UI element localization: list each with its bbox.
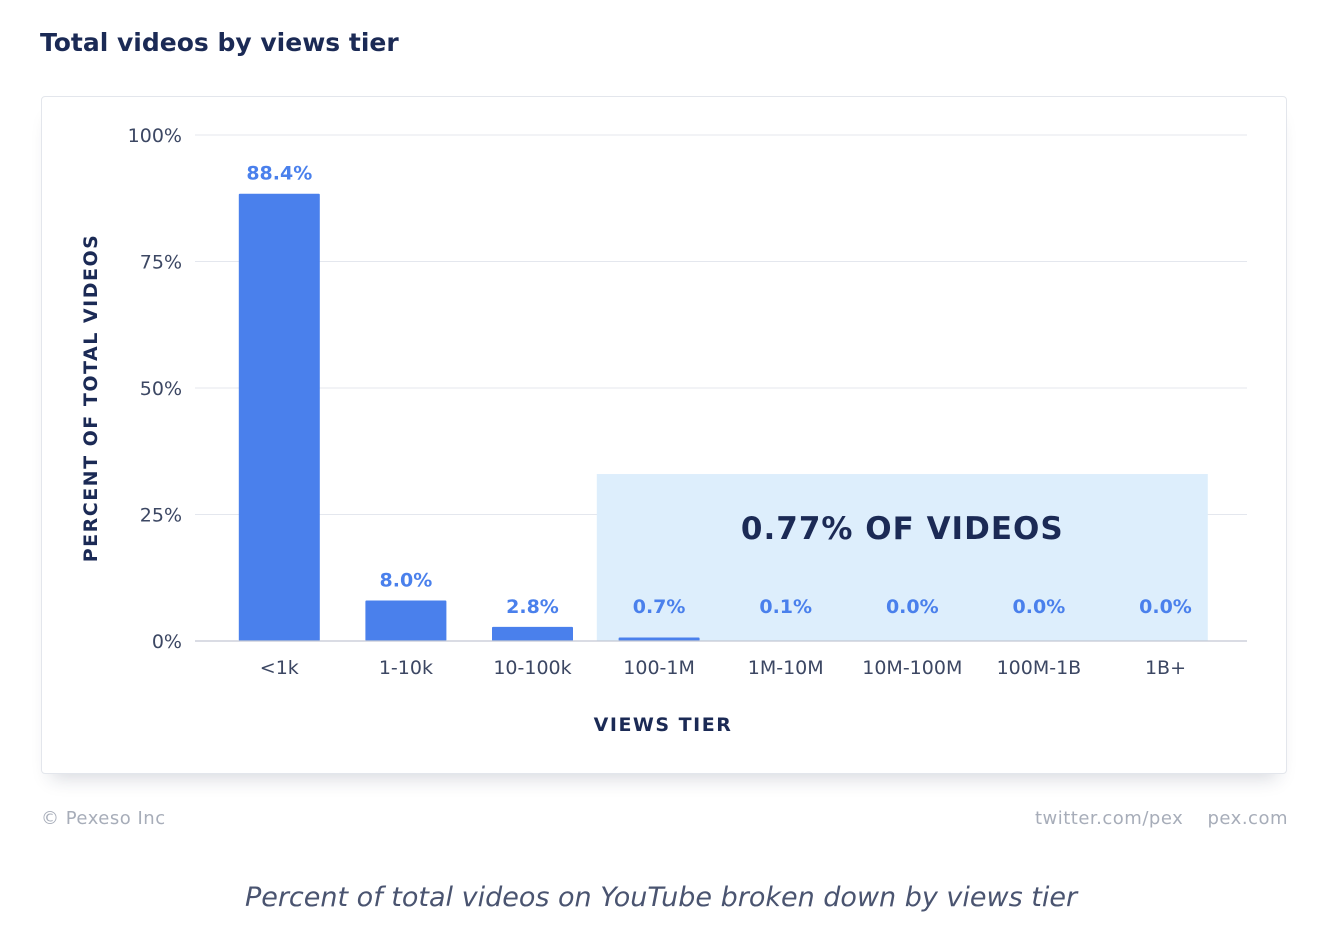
x-tick-label: 100M-1B (997, 657, 1082, 679)
x-tick-label: 100-1M (623, 657, 695, 679)
annotation-text: 0.77% OF VIDEOS (741, 511, 1064, 547)
data-label: 0.0% (1013, 596, 1066, 618)
y-tick-label: 100% (128, 125, 182, 147)
x-tick-label: 1-10k (379, 657, 433, 679)
data-label: 88.4% (246, 163, 312, 185)
y-tick-label: 75% (140, 252, 182, 274)
bar (492, 626, 573, 641)
chart-title: Total videos by views tier (40, 28, 399, 57)
data-label: 0.0% (1139, 596, 1192, 618)
x-tick-label: 1M-10M (748, 657, 824, 679)
x-tick-label: 10M-100M (862, 657, 962, 679)
data-label: 0.7% (633, 596, 686, 618)
y-tick-label: 25% (140, 505, 182, 527)
axes: 0% 25% 50% 75% 100% <1k 1-10k 10-100k 100-1M 1M-1… (80, 125, 1247, 736)
data-label: 0.0% (886, 596, 939, 618)
data-labels: 88.4% 8.0% 2.8% 0.7% 0.1% 0.0% 0.0% 0.0% (246, 163, 1192, 618)
y-tick-label: 0% (152, 631, 182, 653)
bar (238, 193, 320, 642)
x-axis-title: VIEWS TIER (594, 714, 733, 736)
highlight-box (596, 474, 1208, 641)
copyright-text: © Pexeso Inc (41, 808, 166, 829)
x-tick-label: 10-100k (493, 657, 571, 679)
bar (365, 600, 447, 641)
bar (618, 637, 700, 641)
twitter-link[interactable]: twitter.com/pex (1034, 808, 1184, 829)
data-label: 2.8% (506, 596, 559, 618)
y-tick-label: 50% (140, 378, 182, 400)
x-tick-label: 1B+ (1145, 657, 1186, 679)
data-label: 0.1% (759, 596, 812, 618)
figure-caption: Percent of total videos on YouTube broke… (244, 882, 1078, 913)
y-axis-title: PERCENT OF TOTAL VIDEOS (80, 234, 102, 563)
highlight-region: 0.77% OF VIDEOS (596, 474, 1208, 641)
gridlines (195, 134, 1247, 515)
x-tick-label: <1k (260, 657, 299, 679)
site-link[interactable]: pex.com (1207, 808, 1288, 829)
data-label: 8.0% (380, 570, 433, 592)
footer-links: twitter.com/pex pex.com (1035, 808, 1288, 829)
bar-chart: 0.77% OF VIDEOS 88.4% 8.0% 2.8% 0.7% 0.1% 0.0… (80, 125, 1247, 736)
bars (238, 193, 827, 642)
